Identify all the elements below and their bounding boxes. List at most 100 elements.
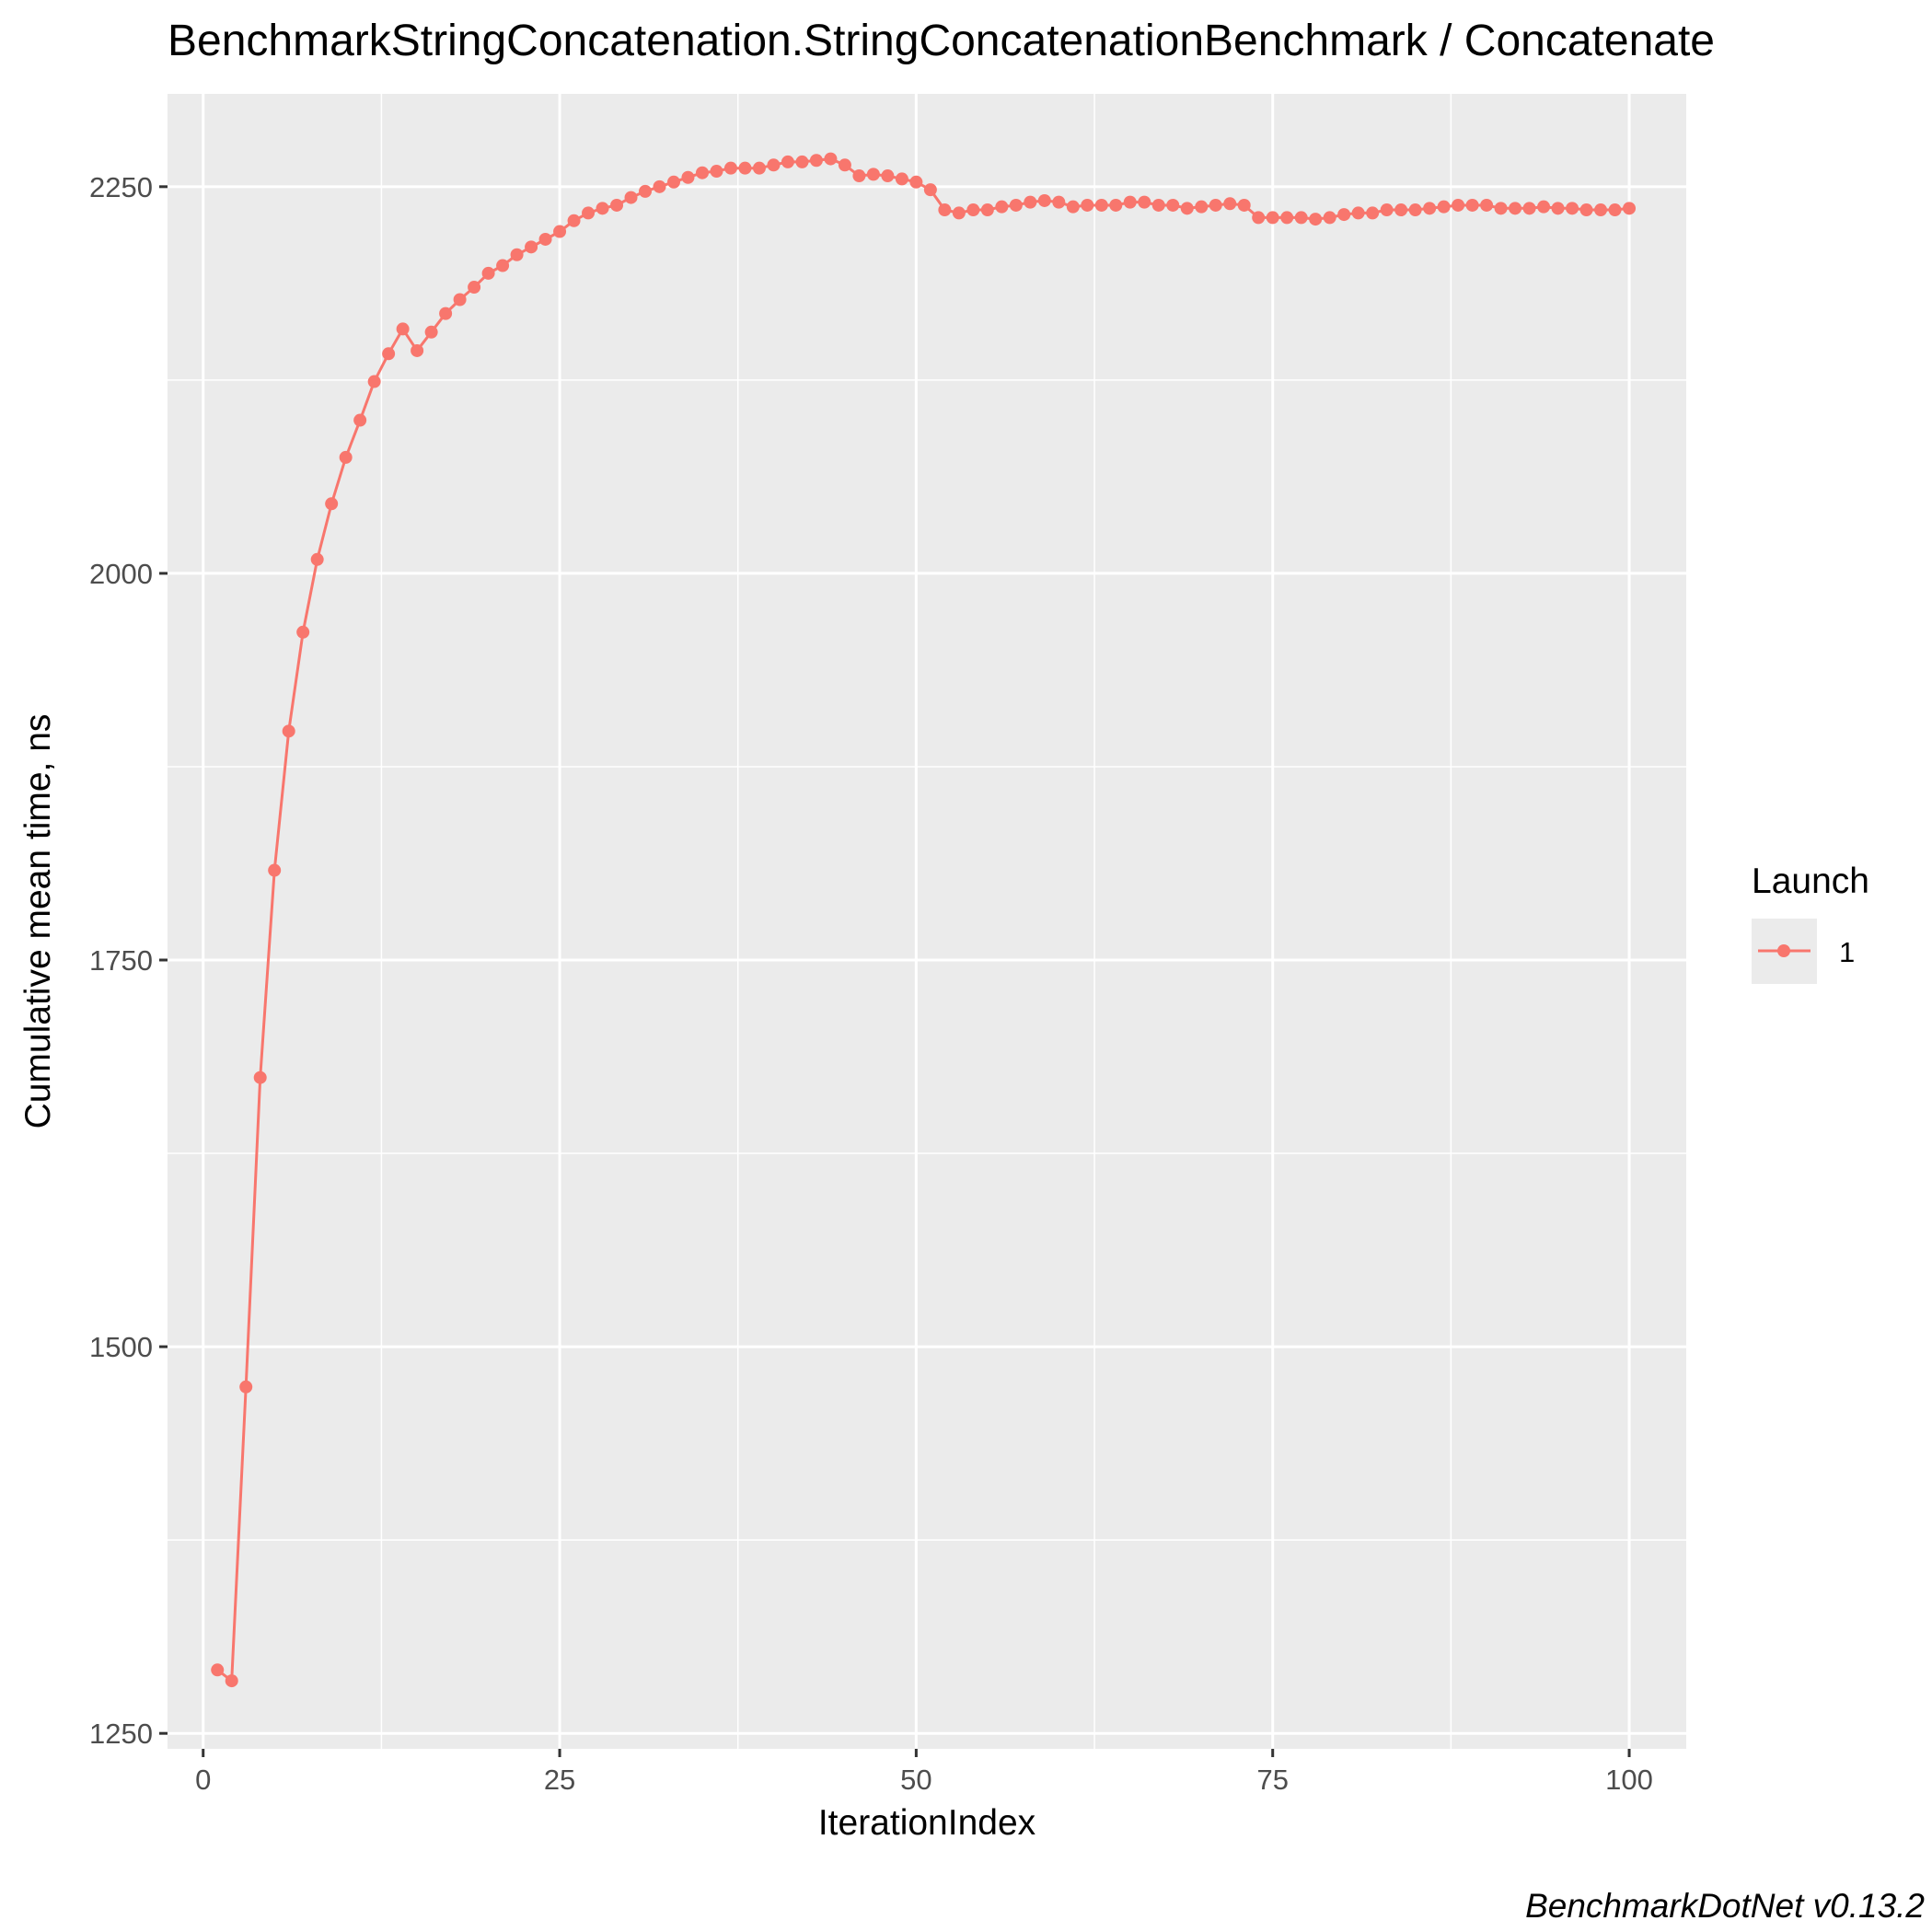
data-point <box>282 724 295 738</box>
y-tick-label: 2250 <box>89 171 153 203</box>
data-point <box>1494 202 1508 215</box>
data-point <box>1594 203 1608 217</box>
y-tick-label: 1250 <box>89 1718 153 1750</box>
data-point <box>1237 198 1251 212</box>
data-point <box>424 325 438 339</box>
data-point <box>866 168 880 181</box>
data-point <box>952 206 966 220</box>
data-point <box>1123 195 1137 209</box>
data-point <box>382 347 396 361</box>
data-point <box>1394 203 1408 217</box>
plot-panel <box>168 94 1686 1749</box>
y-axis: 1250 1500 1750 2000 2250 <box>89 171 168 1750</box>
data-point <box>1351 206 1365 220</box>
data-point <box>339 450 353 464</box>
x-axis: 0 25 50 75 100 <box>195 1749 1653 1796</box>
x-tick-label: 100 <box>1605 1764 1653 1796</box>
data-point <box>1166 198 1180 212</box>
data-point <box>481 266 495 280</box>
x-tick-label: 75 <box>1256 1764 1288 1796</box>
data-point <box>624 191 638 204</box>
x-tick-label: 50 <box>900 1764 931 1796</box>
data-point <box>1408 203 1422 217</box>
data-point <box>781 155 794 168</box>
y-axis-title: Cumulative mean time, ns <box>18 714 58 1129</box>
major-gridlines <box>168 94 1686 1749</box>
data-point <box>980 203 994 217</box>
data-point <box>582 206 596 220</box>
data-point <box>567 214 581 227</box>
data-point <box>1366 206 1380 220</box>
data-point <box>639 184 653 198</box>
data-point <box>681 170 695 184</box>
data-point <box>253 1070 267 1084</box>
data-point <box>496 259 510 272</box>
legend: Launch 1 <box>1752 862 1869 984</box>
data-point <box>1537 200 1551 214</box>
data-point <box>852 169 866 183</box>
data-point <box>838 158 851 172</box>
data-point <box>1437 200 1451 214</box>
data-point <box>1052 195 1066 209</box>
data-point <box>966 203 980 217</box>
legend-key-point <box>1777 944 1790 957</box>
x-axis-title: IterationIndex <box>818 1803 1036 1843</box>
legend-entry-label: 1 <box>1839 936 1855 968</box>
data-point <box>824 152 838 166</box>
data-point <box>752 161 766 175</box>
data-point <box>1380 203 1394 217</box>
data-point <box>510 248 524 261</box>
data-point <box>1094 198 1108 212</box>
data-point <box>1138 195 1151 209</box>
data-point <box>1294 211 1308 225</box>
series-line <box>216 157 1630 1683</box>
data-point <box>1522 202 1536 215</box>
data-point <box>1323 211 1336 225</box>
data-point <box>411 343 424 357</box>
data-point <box>1452 198 1465 212</box>
data-point <box>1223 197 1237 211</box>
y-tick-label: 2000 <box>89 558 153 590</box>
data-point <box>809 154 823 168</box>
data-point <box>211 1663 225 1677</box>
data-point <box>239 1380 253 1394</box>
data-point <box>538 232 552 246</box>
data-point <box>710 165 723 179</box>
data-point <box>1551 202 1565 215</box>
x-tick-label: 25 <box>544 1764 575 1796</box>
data-point <box>1195 200 1209 214</box>
data-point <box>396 322 410 336</box>
data-point <box>895 172 908 186</box>
data-point <box>453 293 467 307</box>
data-point <box>525 240 538 254</box>
data-point <box>1081 198 1094 212</box>
data-point <box>795 155 809 168</box>
data-point <box>881 169 895 183</box>
data-point <box>1566 202 1579 215</box>
data-point <box>995 200 1009 214</box>
data-point <box>695 166 709 179</box>
data-point <box>296 625 310 639</box>
data-point <box>310 552 324 566</box>
data-point <box>439 307 453 320</box>
data-point <box>1209 198 1222 212</box>
data-point <box>353 413 367 427</box>
data-point <box>767 158 781 172</box>
data-point <box>923 183 937 197</box>
y-tick-label: 1500 <box>89 1331 153 1363</box>
data-point <box>1423 202 1437 215</box>
y-tick-label: 1750 <box>89 944 153 977</box>
data-point <box>1024 195 1037 209</box>
data-point <box>1180 202 1194 215</box>
data-point <box>723 161 737 175</box>
data-point <box>1109 198 1123 212</box>
data-point <box>738 161 752 175</box>
data-point <box>468 281 481 295</box>
data-point <box>325 497 339 511</box>
data-point <box>667 175 680 189</box>
series-layer <box>211 152 1637 1688</box>
data-point <box>1252 211 1266 225</box>
data-point <box>1579 203 1593 217</box>
data-point <box>1509 202 1522 215</box>
